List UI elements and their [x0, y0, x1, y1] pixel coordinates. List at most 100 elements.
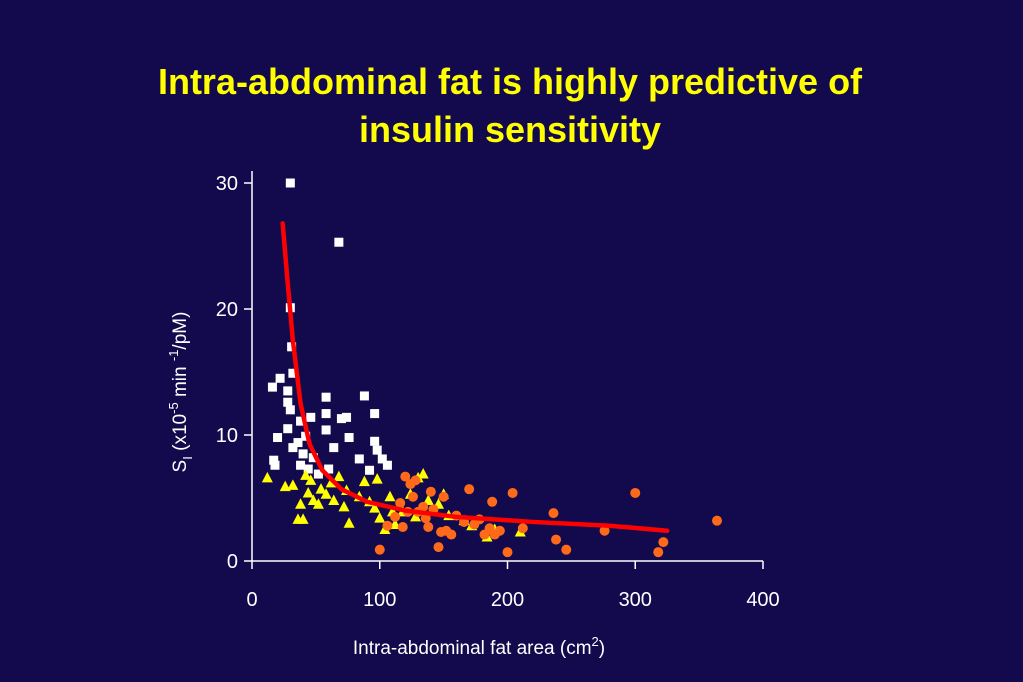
- x-axis-title: Intra-abdominal fat area (cm2): [353, 634, 605, 659]
- square-point: [336, 414, 346, 424]
- fit-curve-group: [280, 221, 670, 534]
- triangle-point: [312, 498, 324, 509]
- x-tick-label: 400: [746, 589, 779, 611]
- triangle-point: [343, 517, 355, 528]
- square-point: [365, 465, 375, 475]
- triangle-point: [374, 512, 386, 523]
- circle-point: [487, 496, 498, 507]
- square-point: [296, 416, 306, 426]
- square-point: [382, 460, 392, 470]
- square-point: [306, 412, 316, 422]
- square-point: [293, 438, 303, 448]
- square-point: [308, 453, 318, 463]
- square-point: [324, 464, 334, 474]
- triangle-point: [333, 470, 345, 482]
- square-point: [372, 445, 382, 455]
- square-point: [321, 409, 331, 419]
- square-point: [354, 454, 364, 464]
- circle-point: [599, 525, 610, 536]
- y-axis-title: SI (x10-5 min -1/pM): [166, 312, 195, 473]
- square-point: [321, 425, 331, 435]
- triangle-point: [315, 483, 327, 494]
- triangle-point: [279, 480, 291, 492]
- circle-point: [507, 487, 518, 498]
- x-axis-label: Intra-abdominal fat area (cm2): [353, 634, 605, 659]
- triangle-point: [417, 468, 429, 479]
- circle-point: [561, 544, 572, 555]
- triangle-point: [384, 490, 396, 502]
- circle-point: [438, 491, 449, 502]
- circle-point: [382, 520, 393, 531]
- square-point: [269, 455, 279, 465]
- square-point: [288, 443, 298, 453]
- square-point: [285, 178, 295, 188]
- triangle-point: [320, 488, 332, 499]
- square-point: [267, 382, 277, 392]
- circle-point: [400, 471, 411, 482]
- square-point: [377, 454, 387, 464]
- title-line-2: insulin sensitivity: [358, 109, 662, 150]
- circle-point: [653, 547, 664, 558]
- circle-point: [548, 508, 559, 519]
- triangle-point: [287, 479, 299, 490]
- square-point: [359, 391, 369, 401]
- circle-point: [433, 542, 444, 553]
- circle-point: [397, 521, 408, 532]
- circle-point: [395, 498, 406, 509]
- y-tick-label: 0: [227, 551, 238, 573]
- y-tick-label: 10: [216, 425, 238, 447]
- triangle-point: [307, 494, 319, 506]
- square-point: [298, 449, 308, 459]
- x-tick-label: 0: [246, 589, 257, 611]
- data-points: [261, 178, 723, 558]
- x-tick-label: 200: [491, 589, 524, 611]
- square-point: [313, 469, 323, 479]
- circle-point: [390, 511, 401, 522]
- square-point: [344, 433, 354, 443]
- square-point: [296, 460, 306, 470]
- circle-point: [425, 486, 436, 497]
- triangle-point: [338, 500, 350, 512]
- square-point: [273, 433, 283, 443]
- square-point: [285, 405, 295, 415]
- square-point: [283, 397, 293, 407]
- triangle-point: [369, 502, 381, 513]
- triangle-point: [358, 475, 370, 487]
- square-point: [288, 368, 298, 378]
- slide-title: Intra-abdominal fat is highly predictive…: [60, 58, 960, 154]
- circle-point: [464, 484, 475, 495]
- triangle-point: [295, 498, 307, 509]
- square-point: [303, 464, 313, 474]
- circle-point: [410, 475, 421, 486]
- y-tick-label: 30: [216, 173, 238, 195]
- y-tick-label: 20: [216, 299, 238, 321]
- square-point: [275, 373, 285, 383]
- square-point: [329, 443, 339, 453]
- circle-point: [407, 491, 418, 502]
- circle-point: [630, 487, 641, 498]
- circle-point: [517, 523, 528, 534]
- circle-point: [658, 537, 669, 548]
- triangle-point: [297, 513, 309, 524]
- triangle-point: [261, 471, 273, 483]
- triangle-point: [328, 494, 340, 506]
- x-tick-label: 300: [619, 589, 652, 611]
- circle-point: [551, 534, 562, 545]
- circle-point: [423, 521, 434, 532]
- circle-point: [418, 501, 429, 512]
- circle-point: [712, 515, 723, 526]
- triangle-point: [371, 473, 383, 484]
- circle-point: [502, 547, 513, 558]
- y-axis-label: SI (x10-5 min -1/pM): [166, 312, 195, 473]
- circle-point: [374, 544, 385, 555]
- triangle-point: [302, 486, 314, 498]
- square-point: [321, 392, 331, 402]
- square-point: [370, 409, 380, 419]
- square-point: [370, 436, 380, 446]
- fit-curve: [280, 221, 670, 534]
- square-point: [334, 237, 344, 247]
- square-point: [270, 460, 280, 470]
- circle-point: [494, 525, 505, 536]
